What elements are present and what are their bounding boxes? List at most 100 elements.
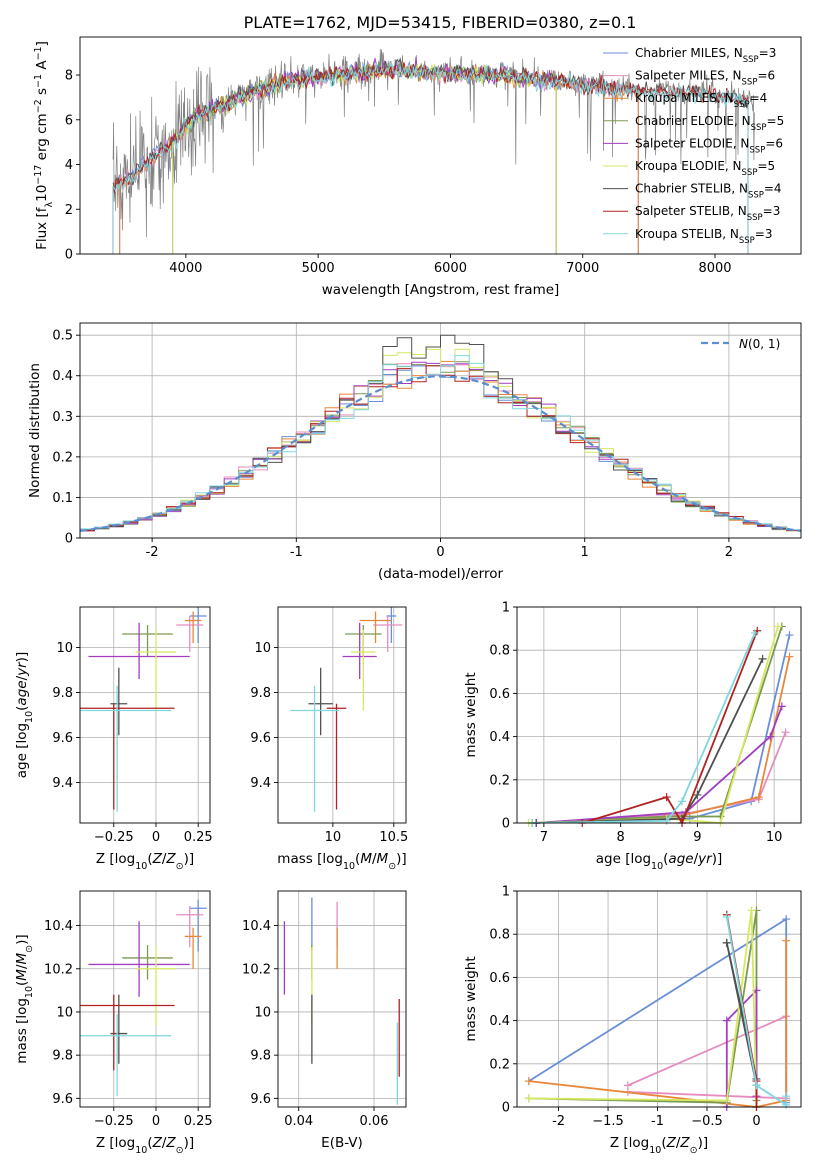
y-tick-label: 9.8 (52, 1049, 73, 1064)
legend-label: Salpeter MILES, NSSP=6 (635, 69, 775, 88)
y-tick-label: 9.6 (250, 731, 271, 746)
weight-line-kroupa_elodie (528, 626, 779, 823)
legend-label-main: Kroupa ELODIE, N (635, 159, 742, 173)
x-tick-label: −0.25 (94, 1114, 134, 1129)
x-tick-label: 8 (616, 830, 624, 845)
legend-label: Kroupa MILES, NSSP=4 (635, 91, 767, 110)
y-axis-label: Flux [fλ10−17 erg cm−2 s−1 A−1] (33, 41, 55, 250)
label-part: )] (14, 934, 30, 945)
label-part: 10 (343, 861, 355, 872)
label-part: )] (698, 1135, 709, 1151)
legend-label-sub: SSP (742, 78, 758, 88)
label-part: 10 (34, 185, 50, 202)
y-tick-label: 0.6 (489, 687, 510, 702)
y-tick-label: 0.4 (52, 369, 73, 384)
x-tick-label: 5000 (302, 261, 335, 276)
weight-line-salpeter_miles (532, 731, 787, 823)
label-part: ( (663, 851, 668, 867)
y-tick-label: 10.2 (242, 962, 271, 977)
legend-label-end: =3 (759, 46, 777, 60)
weight-marker-kroupa_stelib (678, 797, 687, 806)
label-part: λ (44, 202, 55, 208)
spectrum-panel: 4000 5000 6000 7000 8000 0 2 4 6 8 Chabrier MILES,… (33, 36, 802, 298)
model-line-salpeter_elodie (172, 56, 557, 147)
legend-label: Chabrier MILES, NSSP=3 (635, 46, 776, 65)
label-part: Z [log (96, 851, 135, 867)
legend-label-end: =3 (755, 227, 773, 241)
legend-label-sub: SSP (748, 191, 764, 201)
x-axis-label: Z [log10(Z/Z⊙)] (96, 851, 194, 872)
weight-marker-kroupa_elodie (747, 906, 756, 915)
x-tick-label: -2 (552, 1114, 565, 1129)
y-tick-label: 0 (65, 248, 73, 263)
x-tick-label: 1 (581, 545, 589, 560)
model-line-kroupa_stelib (112, 61, 749, 193)
label-part: M (360, 851, 372, 867)
y-tick-label: 9.8 (52, 686, 73, 701)
y-tick-label: 9.4 (250, 776, 271, 791)
x-tick-label: 8000 (698, 261, 731, 276)
label-part: 10 (135, 861, 147, 872)
y-tick-label: 10 (56, 1005, 73, 1020)
label-part: yr (14, 661, 30, 677)
label-part: ] (34, 41, 50, 46)
label-part: age [log (596, 851, 651, 867)
weight-marker-kroupa_stelib (752, 1081, 761, 1090)
y-tick-label: 1 (502, 885, 510, 900)
x-axis-label: (data-model)/error (378, 566, 504, 582)
grid (278, 607, 406, 823)
weight-marker-salpeter_elodie (722, 1016, 731, 1025)
weight-marker-kroupa_stelib (750, 628, 759, 637)
label-part: Normed distribution (27, 363, 43, 498)
y-axis-label: Normed distribution (27, 363, 43, 498)
weight-line-chabrier_elodie (532, 626, 783, 823)
y-tick-label: 0.4 (489, 730, 510, 745)
legend-label-end: =4 (764, 182, 782, 196)
legend-label-sub: SSP (742, 168, 758, 178)
residuals-panel: -2 -1 0 1 2 0 0.1 0.2 0.3 0.4 0.5 N(0, 1) (data-mode… (27, 322, 802, 582)
label-part: Z (152, 1135, 163, 1151)
label-part: ( (14, 981, 30, 986)
y-tick-label: 9.6 (52, 731, 73, 746)
label-part: / (676, 1135, 681, 1151)
label-part: / (372, 851, 377, 867)
axes-frame (516, 606, 802, 824)
legend-label: Chabrier ELODIE, NSSP=5 (635, 114, 784, 133)
legend-label-main: Chabrier STELIB, N (635, 182, 748, 196)
weight-line-chabrier_miles (536, 634, 791, 823)
legend-label-sub: SSP (749, 145, 765, 155)
weight-marker-kroupa_miles (754, 793, 763, 802)
label-part: yr (697, 851, 713, 867)
y-tick-label: 10.4 (44, 919, 73, 934)
label-part: age (14, 680, 30, 705)
label-part: 10 (649, 1145, 661, 1156)
label-part: / (694, 851, 699, 867)
y-tick-label: 0.8 (489, 928, 510, 943)
ebv-label-group: E(B-V) (321, 1135, 363, 1151)
weight-line-kroupa_miles (528, 940, 788, 1107)
legend-label-end: =4 (750, 91, 768, 105)
legend-label-end: =6 (765, 136, 783, 150)
legend-label: Kroupa ELODIE, NSSP=5 (635, 159, 775, 178)
x-tick-label: 0 (152, 1114, 160, 1129)
x-tick-label: -2 (146, 545, 159, 560)
legend-label-main: N (739, 337, 748, 351)
figure-title: PLATE=1762, MJD=53415, FIBERID=0380, z=0… (244, 13, 637, 32)
weight-line-salpeter_elodie (536, 706, 783, 823)
label-part: −17 (33, 165, 44, 185)
label-part: Flux [f (34, 206, 50, 250)
weight-line-chabrier_stelib (536, 658, 764, 823)
y-tick-label: 10 (254, 641, 271, 656)
x-tick-label: 2 (725, 545, 733, 560)
label-part: Z (165, 1135, 176, 1151)
label-part: / (14, 964, 30, 969)
weight-marker-kroupa_stelib (662, 816, 671, 825)
axes-frame (277, 890, 407, 1108)
label-part: Z (165, 851, 176, 867)
weight-marker-salpeter_miles (781, 728, 790, 737)
legend-label-main: Salpeter ELODIE, N (635, 136, 749, 150)
legend-label: Kroupa STELIB, NSSP=3 (635, 227, 773, 246)
